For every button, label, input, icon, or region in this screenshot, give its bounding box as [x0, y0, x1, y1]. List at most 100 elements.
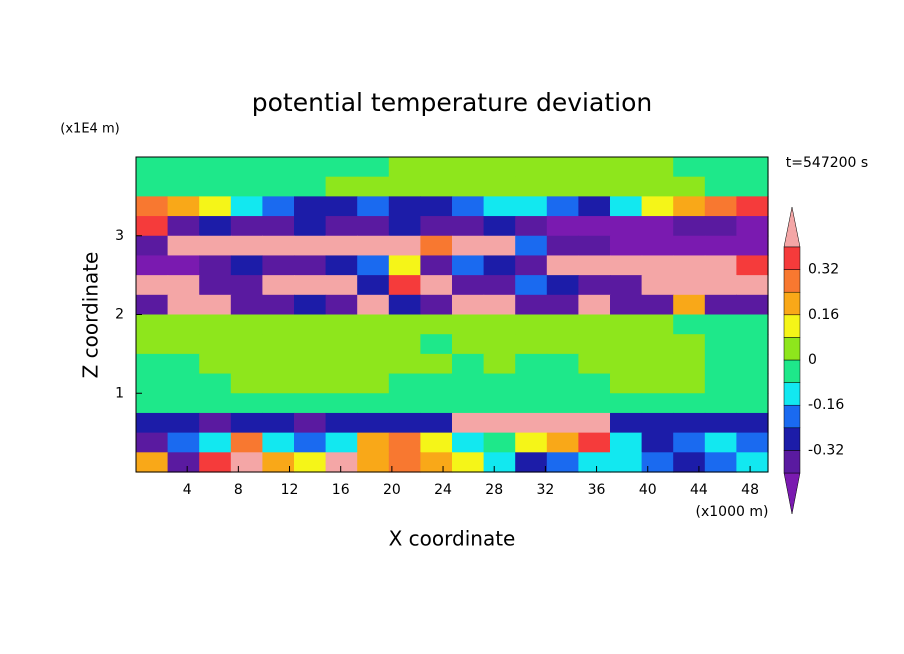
contour-cell [546, 235, 579, 257]
contour-cell [357, 294, 390, 316]
contour-cell [578, 412, 611, 434]
contour-cell [578, 393, 611, 414]
contour-cell [641, 393, 674, 414]
contour-cell [357, 432, 390, 453]
contour-cell [673, 176, 706, 197]
contour-cell [199, 235, 232, 257]
contour-cell [262, 275, 295, 296]
y-tick-label: 3 [115, 228, 124, 244]
contour-cell [294, 235, 327, 257]
contour-cell [515, 216, 548, 237]
contour-cell [357, 353, 390, 375]
contour-cell [610, 196, 643, 217]
contour-cell [578, 275, 611, 296]
contour-cell [578, 235, 611, 257]
x-tick-label: 20 [383, 482, 401, 498]
contour-cell [262, 314, 295, 335]
contour-cell [736, 432, 769, 453]
contour-cell [388, 176, 421, 197]
contour-cell [610, 334, 643, 355]
contour-cell [325, 294, 358, 316]
contour-cell [610, 373, 643, 394]
contour-cell [704, 275, 737, 296]
contour-cell [452, 432, 485, 453]
contour-cell [610, 294, 643, 316]
contour-cell [136, 176, 169, 197]
contour-cell [515, 314, 548, 335]
contour-cell [199, 314, 232, 335]
contour-cell [262, 255, 295, 276]
contour-cell [641, 157, 674, 178]
contour-cell [262, 176, 295, 197]
x-tick-label: 8 [234, 482, 243, 498]
contour-cell [610, 393, 643, 414]
contour-cell [136, 353, 169, 375]
contour-cell [610, 452, 643, 473]
contour-cell [230, 275, 263, 296]
x-tick-label: 4 [183, 482, 192, 498]
contour-cell [357, 196, 390, 217]
contour-cell [704, 393, 737, 414]
contour-cell [452, 275, 485, 296]
contour-cell [136, 393, 169, 414]
contour-cell [325, 432, 358, 453]
contour-cell [294, 157, 327, 178]
contour-cell [294, 176, 327, 197]
contour-cell [641, 176, 674, 197]
contour-cell [357, 412, 390, 434]
contour-cell [452, 412, 485, 434]
contour-cell [515, 176, 548, 197]
contour-cell [325, 216, 358, 237]
contour-cell [136, 432, 169, 453]
contour-cell [736, 452, 769, 473]
contour-cell [546, 216, 579, 237]
contour-cell [262, 235, 295, 257]
colorbar-tick-label: -0.16 [808, 397, 844, 413]
x-tick-label: 36 [588, 482, 606, 498]
colorbar-segment [783, 450, 801, 474]
contour-cell [515, 412, 548, 434]
contour-cell [578, 216, 611, 237]
contour-cell [736, 353, 769, 375]
contour-cell [736, 216, 769, 237]
x-axis-title: X coordinate [389, 527, 516, 551]
colorbar-segment [783, 337, 801, 361]
contour-cell [294, 353, 327, 375]
contour-cell [199, 176, 232, 197]
contour-cell [546, 353, 579, 375]
contour-cell [420, 412, 453, 434]
contour-cell [167, 412, 200, 434]
contour-cell [483, 294, 516, 316]
contour-cell [230, 353, 263, 375]
contour-cell [736, 275, 769, 296]
contour-cell [736, 334, 769, 355]
contour-cell [673, 235, 706, 257]
colorbar-extend-high [783, 206, 801, 248]
contour-cell [325, 314, 358, 335]
contour-cell [483, 334, 516, 355]
contour-cell [736, 176, 769, 197]
colorbar-segment [783, 359, 801, 383]
contour-cell [262, 393, 295, 414]
contour-cell [546, 255, 579, 276]
contour-cell [167, 275, 200, 296]
x-tick-label: 40 [639, 482, 657, 498]
contour-cell [357, 452, 390, 473]
contour-cell [262, 432, 295, 453]
contour-cell [673, 452, 706, 473]
contour-cell [420, 275, 453, 296]
contour-cell [546, 157, 579, 178]
contour-cell [641, 314, 674, 335]
contour-cell [199, 452, 232, 473]
contour-cell [230, 314, 263, 335]
contour-cell [452, 255, 485, 276]
contour-cell [199, 196, 232, 217]
contour-cell [167, 255, 200, 276]
contour-cell [610, 176, 643, 197]
contour-cell [704, 452, 737, 473]
contour-cell [262, 412, 295, 434]
contour-cell [357, 314, 390, 335]
contour-cell [388, 275, 421, 296]
y-unit: (x1E4 m) [60, 122, 119, 137]
contour-cell [704, 255, 737, 276]
